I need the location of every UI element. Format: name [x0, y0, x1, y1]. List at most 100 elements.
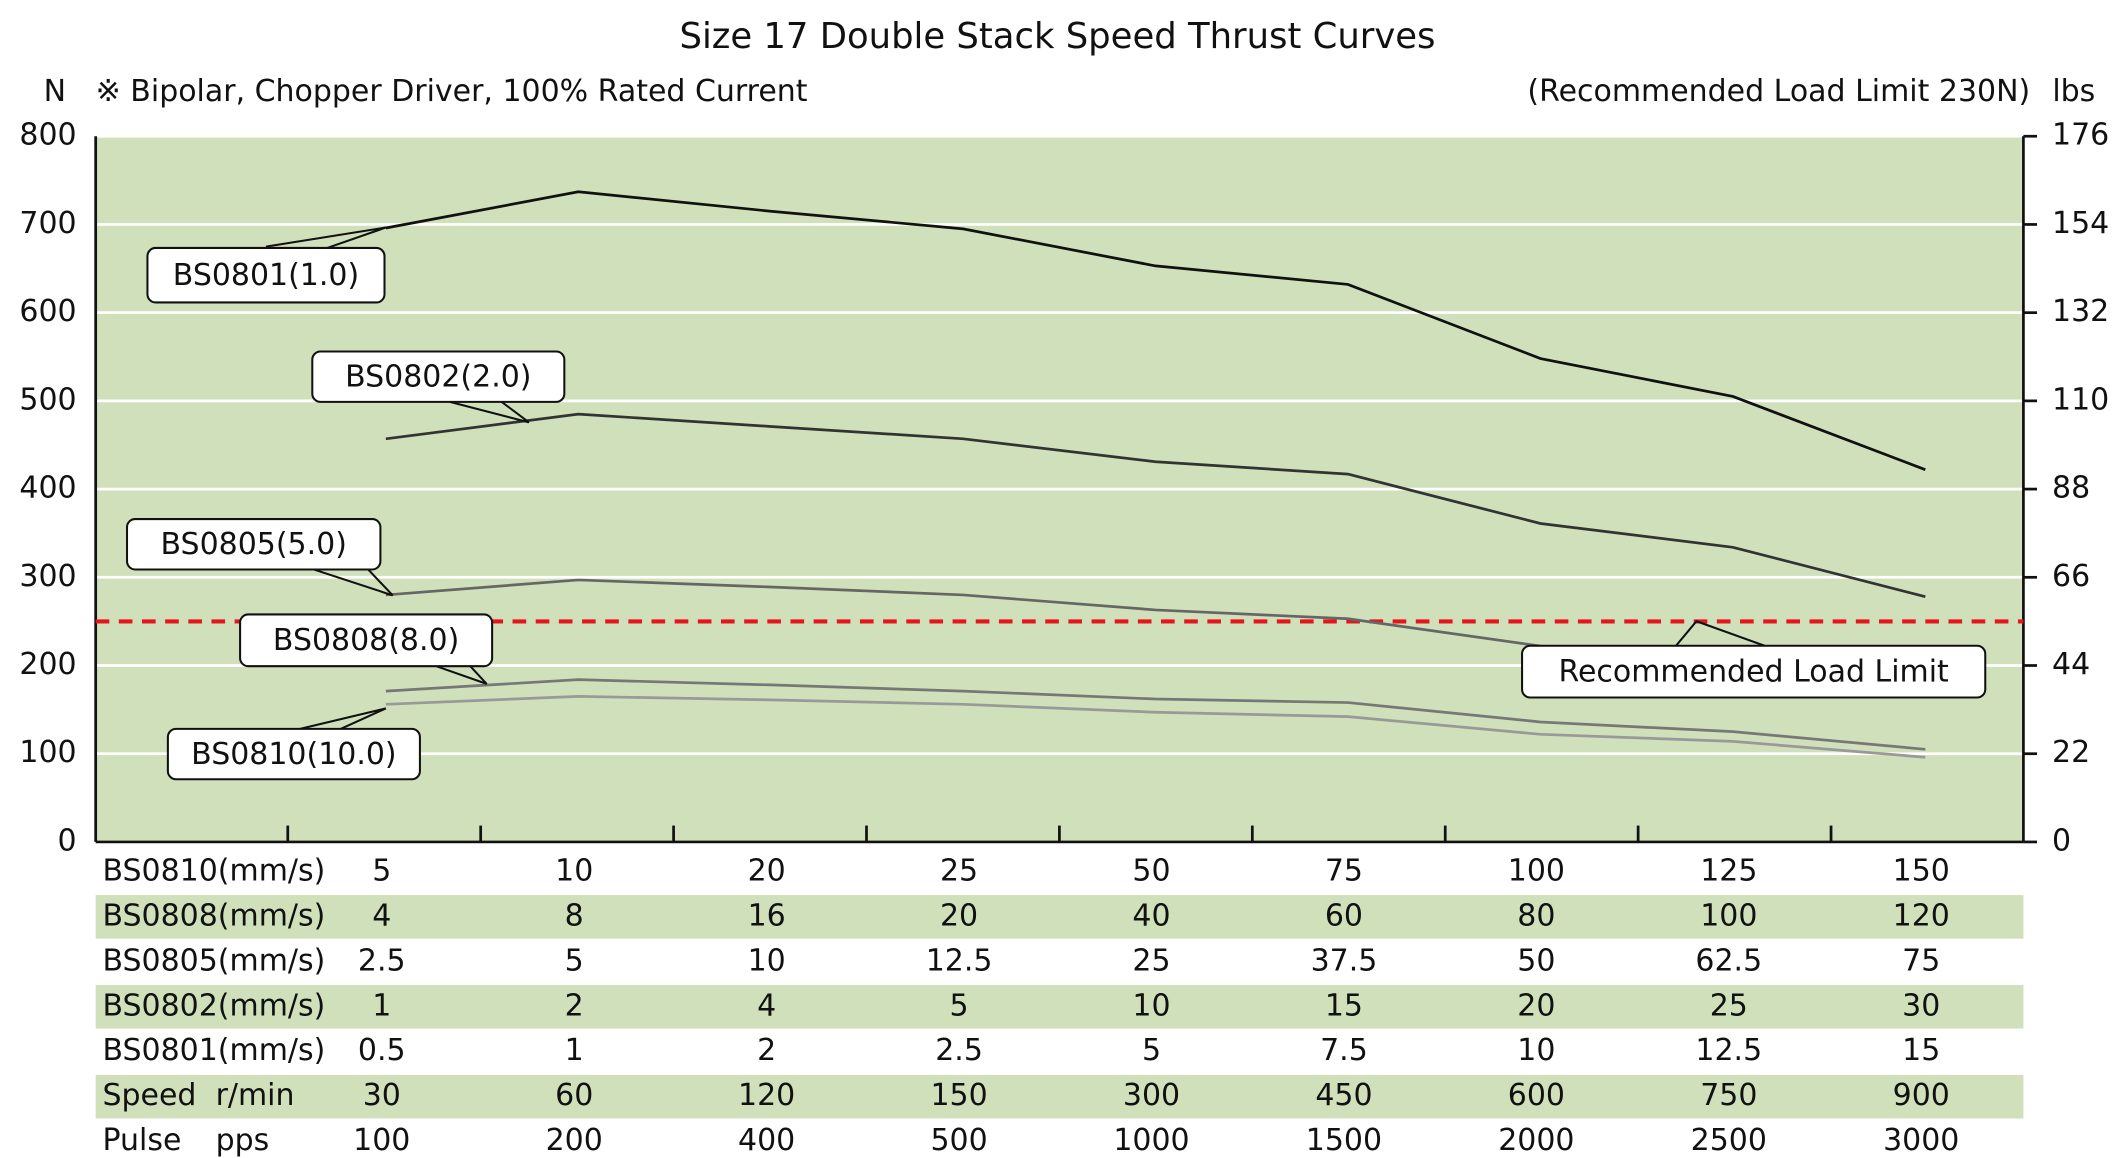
series-callout: BS0810(10.0): [191, 737, 396, 772]
table-row-label: BS0808(mm/s): [102, 898, 325, 933]
y2-tick-label: 66: [2052, 559, 2090, 594]
table-cell: 1: [372, 988, 391, 1023]
table-cell: 2500: [1691, 1123, 1767, 1158]
table-cell: 2: [565, 988, 584, 1023]
y2-tick-label: 22: [2052, 735, 2090, 770]
table-cell: 0.5: [358, 1033, 406, 1068]
table-cell: 450: [1315, 1078, 1372, 1113]
table-cell: 150: [930, 1078, 987, 1113]
y2-tick-label: 88: [2052, 471, 2090, 506]
callout-leader: [449, 400, 530, 424]
table-cell: 1500: [1306, 1123, 1382, 1158]
table-cell: 15: [1325, 988, 1363, 1023]
table-row-label: BS0802(mm/s): [102, 988, 325, 1023]
y2-tick-label: 176: [2052, 118, 2109, 153]
table-cell: 200: [546, 1123, 603, 1158]
table-cell: 2.5: [935, 1033, 983, 1068]
table-cell: 7.5: [1320, 1033, 1368, 1068]
table-cell: 2.5: [358, 943, 406, 978]
series-line: [385, 412, 1926, 599]
table-cell: 25: [940, 853, 978, 888]
table-cell: 12.5: [1695, 1033, 1762, 1068]
table-cell: 62.5: [1695, 943, 1762, 978]
table-cell: 10: [555, 853, 593, 888]
y-tick-label: 800: [19, 118, 76, 153]
y2-tick-label: 132: [2052, 294, 2109, 329]
table-cell: 75: [1325, 853, 1363, 888]
callout-leader: [435, 665, 488, 685]
y-tick-label: 200: [19, 647, 76, 682]
series-line: [385, 678, 1926, 751]
callout-box: [146, 246, 386, 304]
table-row-label: BS0801(mm/s): [102, 1033, 325, 1068]
series-line: [385, 578, 1541, 648]
table-cell: 5: [565, 943, 584, 978]
table-row-label: Speed: [102, 1078, 196, 1113]
table-cell: 400: [738, 1123, 795, 1158]
series-callout: BS0805(5.0): [161, 527, 347, 562]
series-line: [385, 190, 1926, 471]
table-cell: 10: [1517, 1033, 1555, 1068]
table-cell: 5: [372, 853, 391, 888]
note: (Recommended Load Limit 230N): [1527, 74, 2030, 109]
callout-leader: [299, 707, 387, 730]
table-cell: 150: [1893, 853, 1950, 888]
table-cell: 4: [757, 988, 776, 1023]
table-cell: 120: [738, 1078, 795, 1113]
limit-callout: Recommended Load Limit: [1559, 655, 1950, 690]
table-cell: 60: [555, 1078, 593, 1113]
callout-leader: [313, 568, 394, 597]
table-cell: 750: [1700, 1078, 1757, 1113]
subtitle: ※ Bipolar, Chopper Driver, 100% Rated Cu…: [96, 74, 808, 109]
table-cell: 12.5: [926, 943, 993, 978]
table-row-label: BS0810(mm/s): [102, 853, 325, 888]
y-tick-label: 100: [19, 735, 76, 770]
series-callout: BS0808(8.0): [273, 623, 459, 658]
table-row-band: [95, 984, 2024, 1029]
y-axis-label: N: [44, 74, 66, 109]
table-cell: 125: [1700, 853, 1757, 888]
table-cell: 20: [940, 898, 978, 933]
y-tick-label: 400: [19, 471, 76, 506]
table-row-band: [95, 895, 2024, 939]
table-cell: 5: [1142, 1033, 1161, 1068]
table-row-band: [95, 1074, 2024, 1119]
table-cell: 30: [1902, 988, 1940, 1023]
y2-axis-label: lbs: [2052, 74, 2095, 109]
table-cell: 1000: [1113, 1123, 1189, 1158]
table-cell: 300: [1123, 1078, 1180, 1113]
table-cell: 2000: [1498, 1123, 1574, 1158]
callout-box: [311, 350, 566, 403]
table-cell: 5: [950, 988, 969, 1023]
table-cell: 75: [1902, 943, 1940, 978]
callout-leader: [265, 226, 387, 249]
table-cell: 20: [748, 853, 786, 888]
table-cell: 25: [1710, 988, 1748, 1023]
table-cell: 600: [1508, 1078, 1565, 1113]
table-cell: 40: [1132, 898, 1170, 933]
chart-title: Size 17 Double Stack Speed Thrust Curves: [679, 16, 1435, 57]
y2-tick-label: 44: [2052, 647, 2090, 682]
table-cell: 50: [1132, 853, 1170, 888]
table-cell: 10: [748, 943, 786, 978]
table-cell: 60: [1325, 898, 1363, 933]
y-tick-label: 300: [19, 559, 76, 594]
callout-box: [1521, 644, 1987, 699]
table-cell: 37.5: [1311, 943, 1378, 978]
table-cell: 15: [1902, 1033, 1940, 1068]
callout-leader: [1675, 620, 1765, 647]
table-cell: 100: [353, 1123, 410, 1158]
table-cell: 900: [1893, 1078, 1950, 1113]
table-cell: 25: [1132, 943, 1170, 978]
callout-box: [166, 727, 421, 781]
table-cell: 1: [565, 1033, 584, 1068]
table-cell: 500: [930, 1123, 987, 1158]
table-cell: 100: [1700, 898, 1757, 933]
y2-tick-label: 154: [2052, 206, 2109, 241]
table-row-unit: r/min: [216, 1078, 295, 1113]
y2-tick-label: 110: [2052, 382, 2109, 417]
table-cell: 2: [757, 1033, 776, 1068]
table-cell: 50: [1517, 943, 1555, 978]
table-row-label: BS0805(mm/s): [102, 943, 325, 978]
